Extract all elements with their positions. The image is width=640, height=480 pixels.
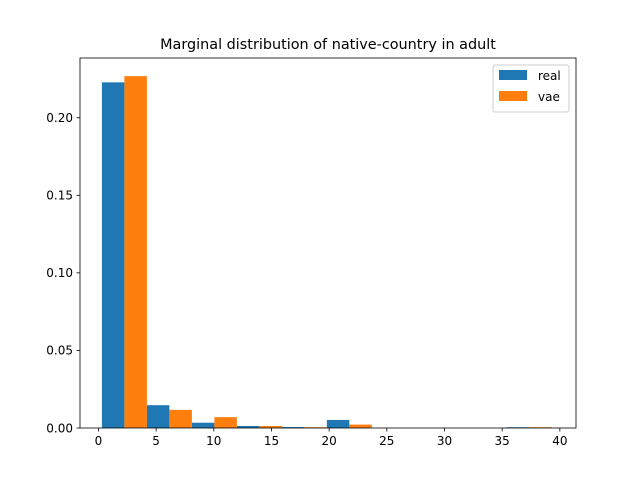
x-tick-label: 0 — [95, 434, 103, 448]
axes-background — [80, 58, 576, 428]
legend-label-real: real — [538, 69, 561, 83]
chart-title: Marginal distribution of native-country … — [160, 37, 496, 53]
x-tick-label: 40 — [552, 434, 567, 448]
bar-real-bin-0 — [101, 82, 125, 429]
bar-real-bin-4 — [281, 427, 305, 428]
bars-group — [101, 76, 552, 429]
y-tick-label: 0.00 — [46, 421, 73, 435]
y-tick-label: 0.10 — [46, 266, 73, 280]
bar-vae-bin-0 — [124, 76, 147, 429]
bar-vae-bin-1 — [169, 409, 192, 428]
x-tick-label: 5 — [152, 434, 160, 448]
bar-vae-bin-5 — [349, 424, 372, 428]
bar-vae-bin-3 — [259, 425, 282, 428]
bar-real-bin-3 — [236, 425, 260, 428]
bar-real-bin-1 — [146, 405, 170, 428]
legend: real vae — [492, 64, 570, 113]
x-tick-label: 20 — [322, 434, 337, 448]
x-tick-label: 15 — [264, 434, 279, 448]
legend-label-vae: vae — [538, 90, 560, 104]
x-tick-label: 10 — [206, 434, 221, 448]
legend-swatch-vae — [499, 91, 527, 101]
y-tick-label: 0.20 — [46, 111, 73, 125]
bar-vae-bin-2 — [214, 417, 237, 428]
x-tick-label: 25 — [379, 434, 394, 448]
legend-swatch-real — [499, 70, 527, 80]
bar-real-bin-5 — [326, 419, 350, 428]
y-tick-label: 0.15 — [46, 189, 73, 203]
bar-real-bin-2 — [191, 422, 215, 428]
plot-area: 0 5 10 15 20 25 30 35 40 0.00 0.05 0.10 0.15 0.20 — [46, 57, 577, 448]
axes-frame — [79, 57, 577, 429]
x-tick-label: 30 — [437, 434, 452, 448]
x-axis: 0 5 10 15 20 25 30 35 40 — [95, 428, 567, 448]
x-tick-label: 35 — [495, 434, 510, 448]
y-axis: 0.00 0.05 0.10 0.15 0.20 — [46, 111, 80, 435]
y-tick-label: 0.05 — [46, 344, 73, 358]
